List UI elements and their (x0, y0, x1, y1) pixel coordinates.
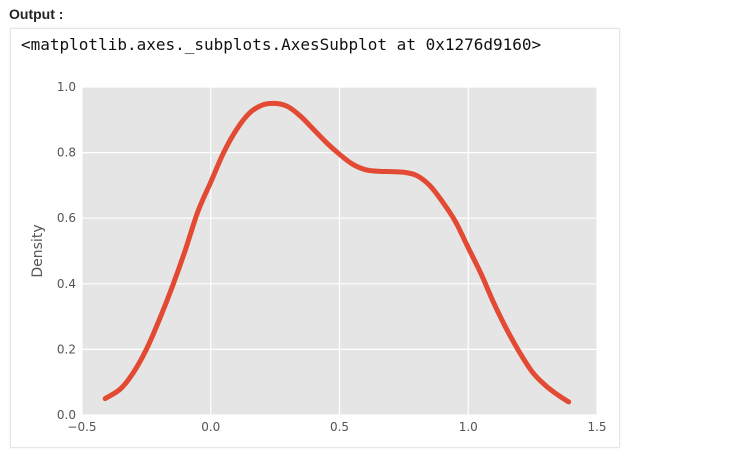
y-tick-label: 0.6 (57, 211, 76, 225)
output-label: Output : (9, 6, 64, 22)
x-tick-label: 1.0 (459, 420, 478, 434)
y-axis-label: Density (30, 224, 46, 277)
density-line (102, 100, 572, 405)
y-tick-label: 0.0 (57, 408, 76, 422)
y-tick-label: 0.4 (57, 277, 76, 291)
y-tick-label: 1.0 (57, 80, 76, 94)
y-tick-label: 0.2 (57, 342, 76, 356)
x-tick-label: −0.5 (67, 420, 96, 434)
density-chart: −0.5 0.0 0.5 1.0 1.50.00.20.40.60.81.0 Densi… (30, 80, 607, 434)
tick-labels: −0.5 0.0 0.5 1.0 1.50.00.20.40.60.81.0 (57, 80, 607, 434)
x-tick-label: 0.0 (201, 420, 220, 434)
output-cell: <matplotlib.axes._subplots.AxesSubplot a… (10, 28, 620, 448)
x-tick-label: 1.5 (587, 420, 606, 434)
axes-repr-text: <matplotlib.axes._subplots.AxesSubplot a… (21, 35, 542, 54)
y-tick-label: 0.8 (57, 146, 76, 160)
x-tick-label: 0.5 (330, 420, 349, 434)
